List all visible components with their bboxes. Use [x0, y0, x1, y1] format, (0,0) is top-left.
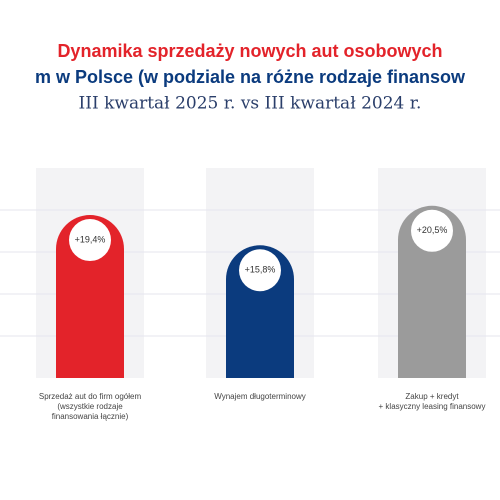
- chart-title-line2: m w Polsce (w podziale na różne rodzaje …: [35, 67, 466, 87]
- bar: [398, 205, 466, 378]
- value-badge: [239, 249, 281, 292]
- chart-title: Dynamika sprzedaży nowych aut osobowych: [57, 41, 442, 61]
- value-label: +15,8%: [245, 265, 276, 275]
- x-tick-label: Zakup + kredyt + klasyczny leasing finan…: [378, 392, 486, 411]
- bar: [56, 215, 124, 378]
- value-label: +20,5%: [417, 225, 448, 235]
- value-badge: [411, 209, 453, 252]
- x-tick-label: Sprzedaż aut do firm ogółem (wszystkie r…: [38, 392, 142, 421]
- value-label: +19,4%: [75, 234, 106, 244]
- chart-subtitle: III kwartał 2025 r. vs III kwartał 2024 …: [79, 94, 422, 114]
- x-tick-label: Wynajem długoterminowy: [214, 392, 306, 401]
- value-badge: [69, 219, 111, 262]
